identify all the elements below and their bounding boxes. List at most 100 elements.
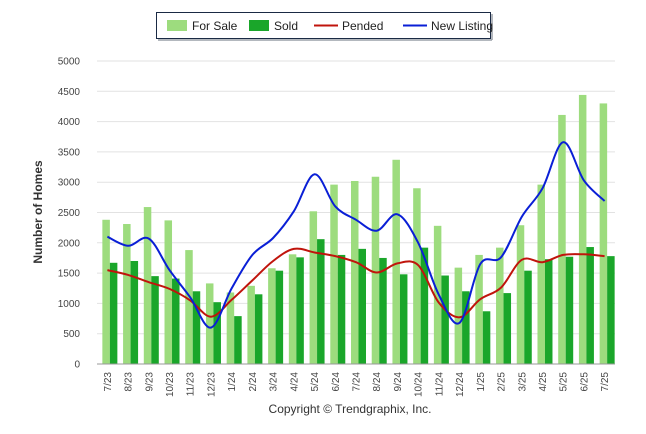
bar-sold [399, 274, 408, 364]
bar-sold [254, 294, 263, 364]
x-tick-label: 11/23 [186, 372, 197, 397]
x-tick-label: 1/25 [476, 372, 487, 392]
bar-for-sale [226, 292, 235, 364]
line-new-listing [106, 141, 606, 329]
y-tick-label: 3500 [58, 147, 81, 158]
legend-label-sold: Sold [274, 19, 298, 33]
bar-for-sale [537, 184, 545, 364]
bar-sold [130, 260, 139, 364]
bar-for-sale [351, 180, 359, 364]
x-tick-label: 3/25 [517, 372, 528, 392]
x-tick-label: 4/25 [538, 372, 549, 392]
bar-for-sale [123, 224, 131, 364]
x-tick-label: 4/24 [289, 372, 300, 392]
bar-for-sale [185, 250, 193, 364]
x-tick-label: 6/25 [579, 372, 590, 392]
y-tick-label: 500 [63, 329, 80, 340]
bar-sold [172, 278, 180, 364]
bar-for-sale [516, 225, 525, 364]
bar-sold [441, 275, 449, 364]
line-pended [107, 247, 605, 319]
bar-sold [462, 291, 470, 364]
y-tick-labels: 0 500 1000 1500 2000 2500 3000 3500 4000 4500 5000 [58, 57, 81, 371]
legend-label-pended: Pended [342, 19, 383, 33]
y-tick-label: 0 [74, 360, 80, 371]
bar-for-sale [164, 220, 173, 364]
bar-for-sale [413, 188, 421, 364]
x-tick-label: 8/23 [124, 372, 135, 392]
x-tick-label: 10/23 [165, 372, 176, 397]
bar-sold [607, 256, 615, 364]
bar-for-sale [558, 114, 566, 365]
bar-for-sale [433, 225, 442, 364]
y-tick-label: 3000 [58, 178, 81, 189]
legend-label-for-sale: For Sale [192, 19, 238, 33]
bar-for-sale [454, 267, 463, 364]
bar-sold [420, 247, 429, 364]
x-tick-label: 11/24 [434, 372, 445, 397]
legend-swatch-sold [249, 20, 269, 31]
x-tick-label: 12/24 [455, 372, 466, 397]
bar-sold [234, 316, 242, 364]
y-axis-title: Number of Homes [31, 160, 45, 264]
bar-sold [565, 256, 574, 364]
legend: For Sale Sold Pended New Listing [156, 12, 493, 41]
bar-sold [275, 270, 284, 364]
bar-sold [337, 254, 346, 364]
bar-sold [358, 248, 366, 364]
bar-sold [482, 311, 491, 364]
bar-sold [296, 257, 304, 364]
bar-for-sale [371, 176, 380, 364]
bar-sold [317, 239, 325, 364]
x-tick-label: 7/23 [103, 372, 114, 392]
bar-sold [586, 247, 594, 364]
bar-for-sale [102, 219, 110, 364]
bar-sold [109, 262, 118, 364]
bar-for-sale [205, 283, 214, 364]
bar-sold [503, 293, 512, 364]
y-tick-label: 5000 [58, 57, 81, 68]
bar-for-sale [599, 103, 608, 365]
x-tick-label: 6/24 [331, 372, 342, 392]
x-tick-label: 5/24 [310, 372, 321, 392]
bar-for-sale [330, 184, 338, 364]
bar-for-sale [288, 254, 297, 364]
x-tick-label: 2/25 [497, 372, 508, 392]
x-tick-label: 1/24 [227, 372, 238, 392]
y-tick-label: 4500 [58, 87, 81, 98]
y-tick-label: 1000 [58, 299, 81, 310]
bar-for-sale [309, 211, 318, 364]
bar-sold [379, 257, 387, 364]
bar-sold [524, 270, 532, 364]
x-tick-labels: 7/23 8/23 9/23 10/23 11/23 12/23 1/24 2/24 3/24 4… [103, 372, 611, 397]
bar-sold [192, 291, 201, 364]
copyright-text: Copyright © Trendgraphix, Inc. [269, 402, 432, 416]
x-tick-label: 10/24 [414, 372, 425, 397]
bar-for-sale [496, 247, 504, 364]
bar-for-sale [475, 254, 483, 364]
bar-sold [151, 276, 159, 364]
y-tick-label: 2000 [58, 238, 81, 249]
bars [102, 94, 615, 365]
bar-for-sale [578, 94, 587, 364]
bar-for-sale [143, 207, 152, 364]
x-tick-label: 7/25 [600, 372, 611, 392]
x-tick-label: 9/23 [144, 372, 155, 392]
x-tick-label: 12/23 [207, 372, 218, 397]
y-tick-label: 4000 [58, 117, 81, 128]
legend-swatch-for-sale [167, 20, 187, 31]
x-tick-label: 3/24 [269, 372, 280, 392]
bar-sold [213, 302, 221, 364]
y-tick-label: 2500 [58, 208, 81, 219]
x-tick-label: 5/25 [559, 372, 570, 392]
legend-label-new-listing: New Listing [431, 19, 493, 33]
bar-sold [544, 259, 553, 364]
y-tick-label: 1500 [58, 269, 81, 280]
x-tick-label: 7/24 [352, 372, 363, 392]
lines [106, 141, 606, 329]
bar-for-sale [268, 268, 276, 364]
x-tick-label: 9/24 [393, 372, 404, 392]
bar-for-sale [392, 159, 400, 364]
bar-for-sale [247, 285, 255, 364]
